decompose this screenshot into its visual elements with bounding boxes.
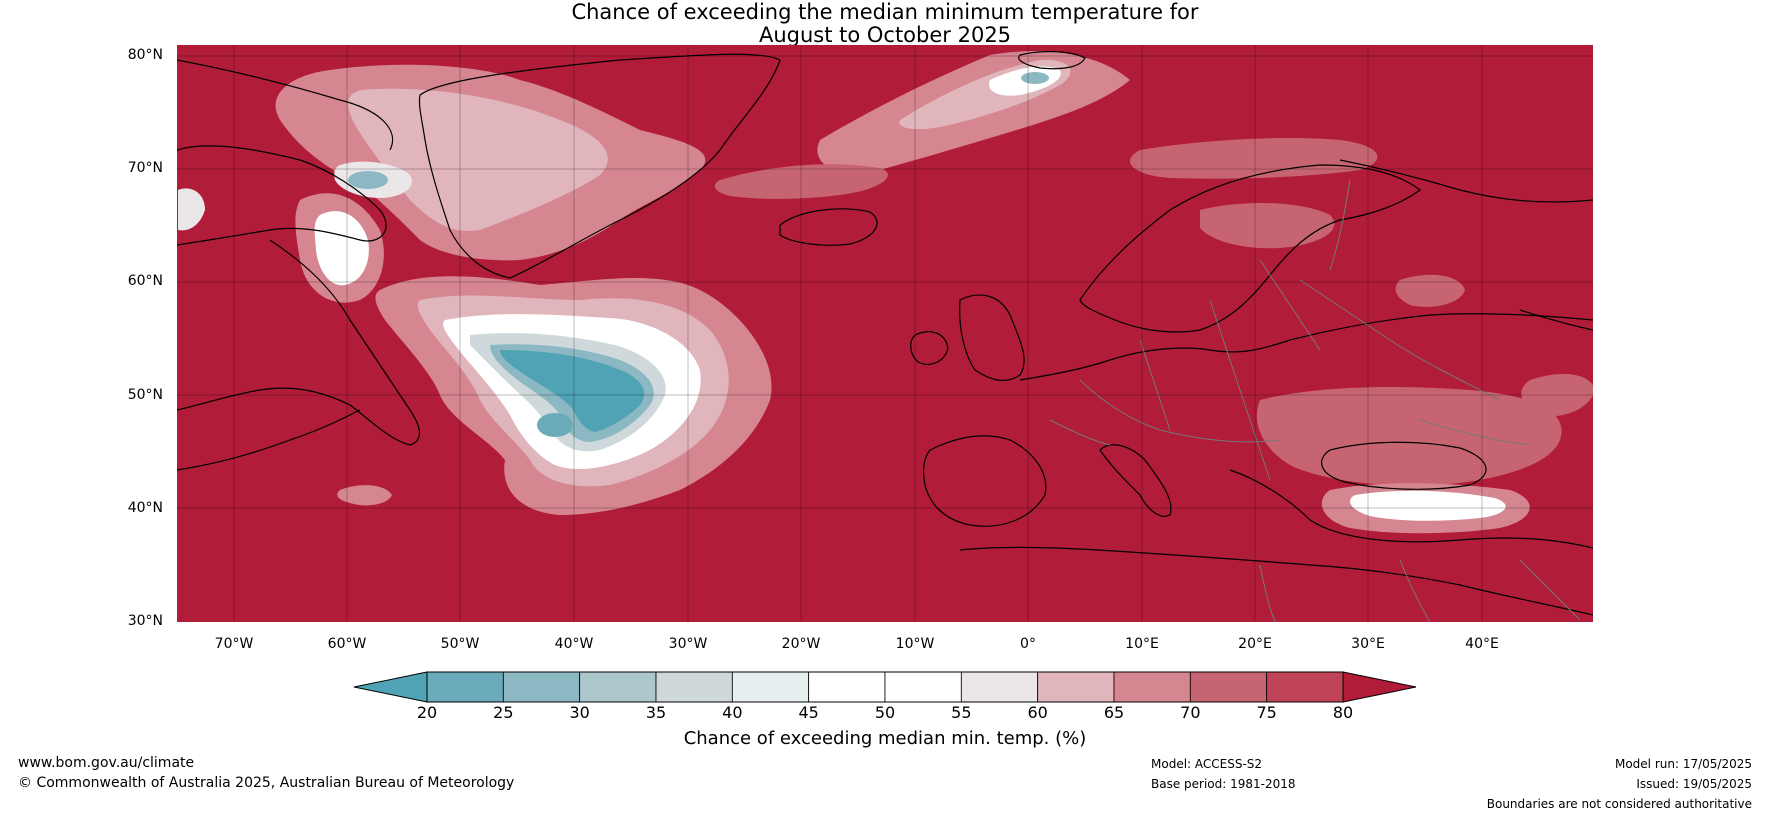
colorbar-cell bbox=[960, 671, 1039, 703]
country-borders bbox=[1049, 179, 1581, 622]
colorbar-cell bbox=[502, 671, 581, 703]
colorbar-tick-label: 65 bbox=[1103, 703, 1125, 722]
lon-label-10w: 10°W bbox=[895, 636, 935, 652]
footer-website: www.bom.gov.au/climate bbox=[18, 755, 195, 771]
colorbar-cell bbox=[808, 671, 886, 703]
colorbar-tick-label: 45 bbox=[798, 703, 819, 722]
lon-label-30e: 30°E bbox=[1351, 636, 1385, 652]
colorbar-high-arrow bbox=[1342, 671, 1417, 703]
colorbar-tick-label: 25 bbox=[493, 703, 514, 722]
lat-label-80n: 80°N bbox=[127, 47, 163, 63]
colorbar-low-arrow bbox=[353, 671, 428, 703]
colorbar-cell bbox=[1113, 671, 1191, 703]
lon-label-0: 0° bbox=[1020, 636, 1036, 652]
title-line-2: August to October 2025 bbox=[758, 23, 1012, 47]
map-area bbox=[177, 45, 1593, 622]
colorbar-cell bbox=[579, 671, 657, 703]
colorbar-cell bbox=[426, 671, 504, 703]
footer-base-period: Base period: 1981-2018 bbox=[1151, 777, 1296, 791]
colorbar-tick-label: 70 bbox=[1180, 703, 1201, 722]
lat-label-40n: 40°N bbox=[127, 500, 163, 516]
lat-label-60n: 60°N bbox=[127, 273, 163, 289]
lon-label-70w: 70°W bbox=[214, 636, 254, 652]
footer-copyright: © Commonwealth of Australia 2025, Austra… bbox=[18, 775, 515, 791]
footer-model-run: Model run: 17/05/2025 bbox=[1614, 757, 1752, 771]
colorbar-tick-label: 75 bbox=[1256, 703, 1277, 722]
colorbar-tick-label: 30 bbox=[569, 703, 590, 722]
lon-label-40w: 40°W bbox=[554, 636, 594, 652]
colorbar-tick-label: 55 bbox=[951, 703, 972, 722]
colorbar-tick-label: 35 bbox=[645, 703, 667, 722]
map-title: Chance of exceeding the median minimum t… bbox=[0, 1, 1770, 47]
colorbar-tick-label: 50 bbox=[874, 703, 896, 722]
lon-label-10e: 10°E bbox=[1125, 636, 1159, 652]
colorbar-cell bbox=[1037, 671, 1115, 703]
footer-issued: Issued: 19/05/2025 bbox=[1636, 777, 1752, 791]
lon-label-20e: 20°E bbox=[1238, 636, 1272, 652]
colorbar-cell bbox=[731, 671, 810, 703]
probability-fields bbox=[178, 51, 1593, 534]
lon-label-20w: 20°W bbox=[781, 636, 821, 652]
lat-label-70n: 70°N bbox=[127, 160, 163, 176]
footer-disclaimer: Boundaries are not considered authoritat… bbox=[1486, 797, 1752, 811]
lat-label-50n: 50°N bbox=[127, 387, 163, 403]
colorbar-title: Chance of exceeding median min. temp. (%… bbox=[683, 728, 1087, 749]
colorbar-tick-label: 80 bbox=[1332, 703, 1354, 722]
title-line-1: Chance of exceeding the median minimum t… bbox=[571, 0, 1199, 24]
colorbar-cell bbox=[1266, 671, 1344, 703]
colorbar-frame bbox=[426, 671, 1344, 703]
lon-label-50w: 50°W bbox=[440, 636, 480, 652]
lat-label-30n: 30°N bbox=[127, 613, 163, 629]
colorbar bbox=[353, 671, 1417, 703]
lon-label-30w: 30°W bbox=[668, 636, 708, 652]
colorbar-tick-label: 20 bbox=[416, 703, 438, 722]
coastlines bbox=[177, 50, 1593, 616]
footer-model: Model: ACCESS-S2 bbox=[1151, 757, 1263, 771]
colorbar-cell bbox=[884, 671, 962, 703]
lon-label-60w: 60°W bbox=[327, 636, 367, 652]
gridlines bbox=[177, 45, 1593, 622]
colorbar-cell bbox=[655, 671, 733, 703]
lon-label-40e: 40°E bbox=[1465, 636, 1499, 652]
colorbar-cells bbox=[426, 671, 1344, 703]
colorbar-cell bbox=[1189, 671, 1268, 703]
colorbar-tick-label: 60 bbox=[1027, 703, 1048, 722]
colorbar-tick-label: 40 bbox=[722, 703, 743, 722]
